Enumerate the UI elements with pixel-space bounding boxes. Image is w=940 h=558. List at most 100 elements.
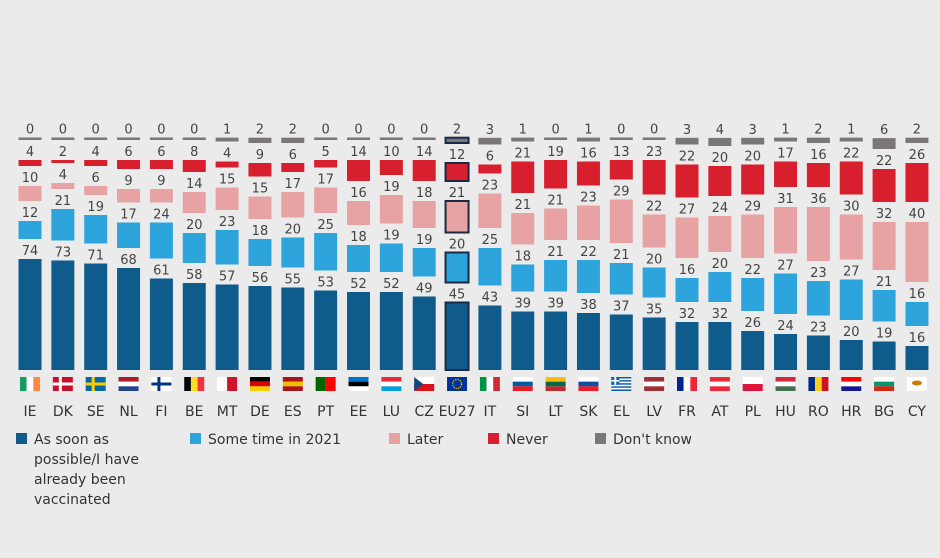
- flag-icon-hr: [841, 377, 862, 391]
- data-label: 16: [350, 186, 367, 201]
- category-label: HU: [775, 404, 796, 420]
- data-label: 20: [285, 223, 302, 238]
- data-label: 71: [87, 249, 104, 264]
- data-label: 22: [876, 154, 893, 169]
- flag-icon-mt: [217, 377, 238, 391]
- data-label: 0: [190, 123, 198, 138]
- bar-segment: [576, 313, 600, 370]
- data-label: 20: [843, 325, 860, 340]
- data-label: 55: [285, 273, 302, 288]
- bar-segment: [314, 137, 338, 140]
- data-label: 14: [350, 145, 367, 160]
- data-label: 32: [679, 307, 696, 322]
- data-label: 23: [646, 145, 663, 160]
- bar-segment: [708, 216, 732, 252]
- legend-label: Some time in 2021: [208, 432, 342, 448]
- data-label: 2: [913, 123, 921, 138]
- data-label: 22: [646, 200, 663, 215]
- data-label: 22: [744, 263, 761, 278]
- bar-segment: [347, 292, 370, 370]
- bar-segment: [544, 208, 568, 240]
- legend-label: Later: [407, 432, 444, 448]
- data-label: 39: [514, 297, 531, 312]
- legend-label: As soon as possible/I have already been …: [34, 432, 139, 508]
- bar-segment: [149, 278, 173, 370]
- data-label: 0: [354, 123, 362, 138]
- data-label: 2: [289, 123, 297, 138]
- bar-segment: [741, 137, 765, 145]
- bar-segment: [248, 163, 272, 177]
- bar-segment: [741, 278, 765, 311]
- bar-segment: [215, 187, 239, 210]
- data-label: 0: [124, 123, 132, 138]
- data-label: 9: [124, 174, 132, 189]
- data-label: 4: [223, 147, 231, 162]
- data-label: 61: [153, 264, 170, 279]
- bar-group-hu: 24 27 31 17 1 HU: [774, 123, 798, 420]
- data-label: 19: [383, 180, 400, 195]
- data-label: 40: [909, 207, 926, 222]
- data-label: 20: [712, 257, 729, 272]
- bar-group-pl: 26 22 29 20 3 PL: [741, 123, 765, 420]
- bar-group-lt: 39 21 21 19 0 LT: [544, 123, 568, 420]
- data-label: 12: [449, 148, 466, 163]
- bar-group-bg: 19 21 32 22 6 BG: [872, 123, 896, 420]
- bar-segment: [708, 137, 732, 146]
- bar-segment: [774, 137, 798, 142]
- bar-segment: [347, 201, 370, 225]
- data-label: 0: [157, 123, 165, 138]
- bar-segment: [117, 222, 141, 248]
- data-label: 3: [486, 123, 494, 138]
- bar-segment: [872, 222, 896, 270]
- bar-segment: [379, 243, 403, 272]
- data-label: 23: [580, 191, 597, 206]
- data-label: 58: [186, 268, 203, 283]
- data-label: 32: [712, 307, 729, 322]
- category-label: PT: [317, 404, 334, 420]
- data-label: 2: [814, 123, 822, 138]
- data-label: 21: [547, 194, 564, 209]
- data-label: 31: [777, 192, 794, 207]
- category-label: SK: [579, 404, 598, 420]
- data-label: 6: [92, 171, 100, 186]
- bar-group-sk: 38 22 23 16 1 SK: [576, 123, 600, 420]
- bar-segment: [478, 164, 502, 174]
- data-label: 20: [646, 253, 663, 268]
- category-label: AT: [711, 404, 728, 420]
- legend-item-2021: Some time in 2021: [190, 430, 341, 450]
- bar-segment: [872, 341, 896, 370]
- data-label: 6: [124, 145, 132, 160]
- data-label: 21: [876, 275, 893, 290]
- data-label: 24: [153, 208, 170, 223]
- bar-segment: [905, 222, 929, 282]
- bar-segment: [84, 186, 108, 195]
- flag-icon-el: [611, 377, 632, 391]
- bar-segment: [642, 214, 666, 248]
- data-label: 2: [453, 123, 461, 138]
- data-label: 18: [252, 224, 269, 239]
- bar-segment: [478, 305, 502, 370]
- bar-segment: [379, 137, 403, 140]
- bar-segment: [708, 322, 732, 370]
- bar-segment: [544, 260, 568, 292]
- bar-segment: [379, 195, 403, 224]
- bar-segment: [576, 137, 600, 142]
- bar-segment: [281, 137, 305, 143]
- data-label: 13: [613, 145, 630, 160]
- data-label: 9: [157, 174, 165, 189]
- bar-segment: [511, 213, 535, 245]
- bar-segment: [806, 281, 830, 316]
- bar-segment: [18, 137, 42, 140]
- data-label: 0: [420, 123, 428, 138]
- category-label: EL: [613, 404, 630, 420]
- data-label: 10: [22, 171, 39, 186]
- bar-segment: [609, 314, 633, 370]
- data-label: 4: [92, 145, 100, 160]
- data-label: 1: [223, 123, 231, 138]
- data-label: 9: [256, 148, 264, 163]
- bar-segment: [314, 233, 338, 271]
- bar-segment: [281, 192, 305, 218]
- flag-icon-hu: [775, 377, 796, 391]
- category-label: EU27: [439, 404, 476, 420]
